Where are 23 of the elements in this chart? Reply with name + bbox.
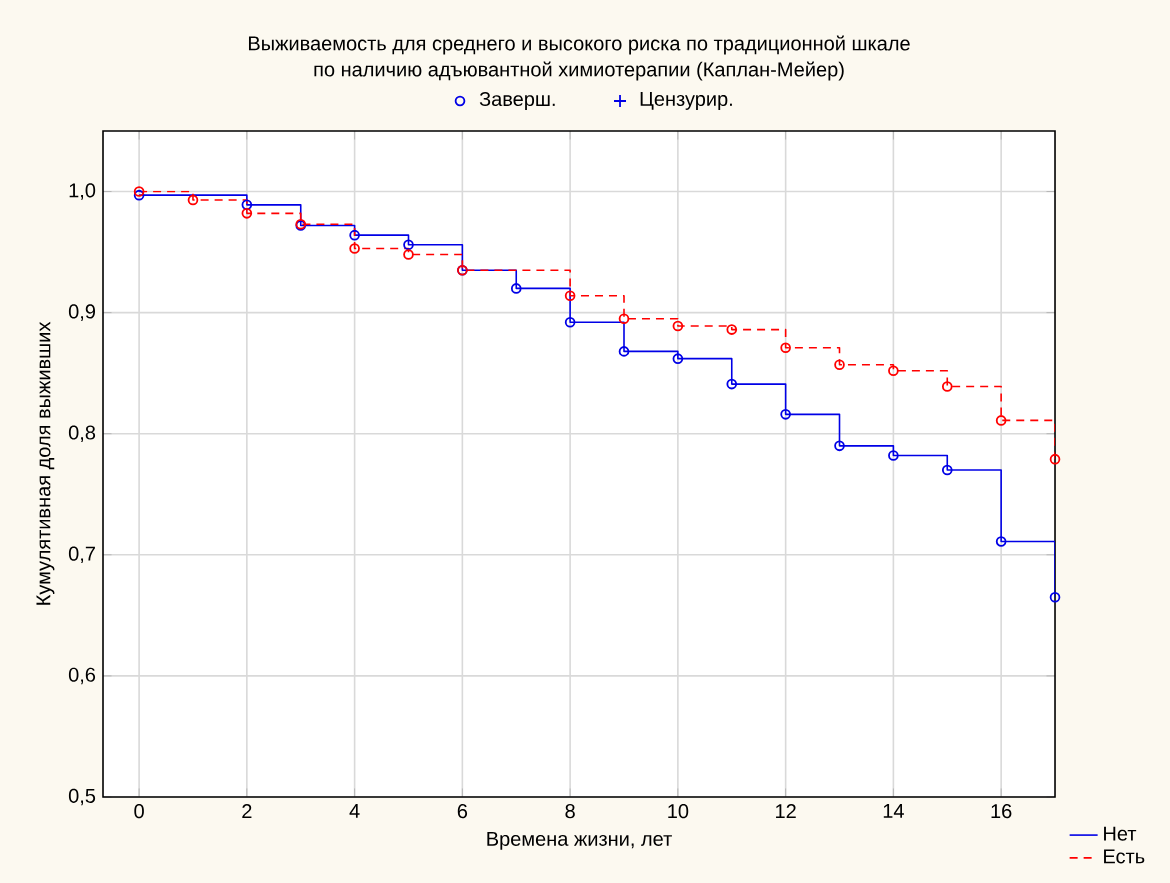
x-tick-label: 10: [668, 804, 689, 819]
x-tick-label: 16: [991, 804, 1012, 819]
y-tick-label: 0,5: [68, 788, 96, 806]
y-axis-title: Кумулятивная доля выживших: [36, 321, 55, 605]
y-tick-label: 1,0: [69, 183, 96, 200]
chart-title: Выживаемость для среднего и высокого риска по традиционной шкале: [248, 35, 910, 55]
x-tick-label: 0: [134, 804, 144, 819]
legend-label: Нет: [1104, 826, 1137, 841]
x-tick-label: 6: [457, 804, 468, 819]
text: Заверш.: [479, 91, 555, 111]
y-tick-label: 0,9: [68, 304, 96, 321]
x-axis-title: Времена жизни, лет: [487, 831, 672, 850]
x-tick-label: 2: [242, 804, 252, 819]
x-tick-label: 4: [349, 804, 360, 818]
x-tick-label: 12: [776, 804, 796, 819]
y-tick-label: 0,7: [68, 546, 95, 564]
y-tick-label: 0,6: [68, 667, 96, 685]
chart-subtitle: по наличию адъювантной химиотерапии (Каплан-Мейер): [314, 61, 844, 81]
text: Цензурир.: [640, 92, 732, 110]
y-tick-label: 0,8: [68, 425, 96, 442]
x-tick-label: 8: [565, 804, 575, 819]
legend-label: Есть: [1104, 849, 1145, 864]
x-tick-label: 14: [883, 804, 904, 818]
